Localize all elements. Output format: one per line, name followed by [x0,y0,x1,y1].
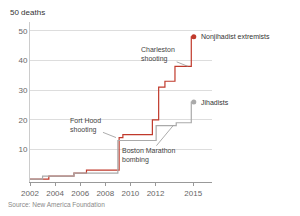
svg-text:10: 10 [18,145,27,154]
svg-text:Charlestonshooting: Charlestonshooting [141,46,175,63]
svg-text:2012: 2012 [147,189,165,198]
svg-text:30: 30 [18,86,27,95]
svg-text:2010: 2010 [122,189,140,198]
svg-text:Fort Hoodshooting: Fort Hoodshooting [70,117,101,134]
svg-text:2015: 2015 [184,189,202,198]
svg-text:20: 20 [18,116,27,125]
svg-text:2004: 2004 [46,189,64,198]
svg-text:40: 40 [18,56,27,65]
svg-text:Boston Marathonbombing: Boston Marathonbombing [122,147,175,164]
svg-text:2006: 2006 [71,189,89,198]
svg-text:50: 50 [18,27,27,36]
svg-text:2002: 2002 [21,189,39,198]
svg-text:2008: 2008 [96,189,114,198]
svg-text:Jihadists: Jihadists [201,99,229,106]
svg-text:50 deaths: 50 deaths [10,8,45,17]
svg-text:Source: New America Foundation: Source: New America Foundation [8,201,105,208]
svg-text:Nonjihadist extremists: Nonjihadist extremists [201,33,270,41]
